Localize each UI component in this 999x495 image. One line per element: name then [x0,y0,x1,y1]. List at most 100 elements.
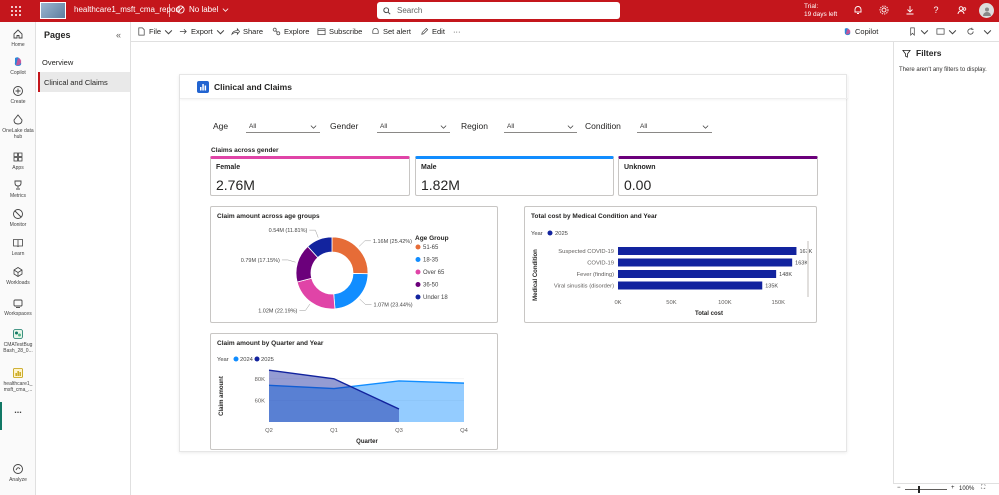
nav-monitor[interactable]: Monitor [0,208,36,228]
bar-category-label: COVID-19 [587,261,614,267]
slicer-gender-dropdown[interactable]: All [377,121,450,133]
donut-data-label: 0.79M (17.15%) [241,258,280,264]
nav-label: Create [10,99,26,105]
sensitivity-icon [176,5,185,14]
report-thumbnail [40,2,66,19]
chevron-down-icon [222,8,229,12]
zoom-slider-thumb[interactable] [918,486,920,493]
chevron-down-icon [983,30,992,35]
home-icon [13,29,23,39]
kpi-card-female[interactable]: Female 2.76M [210,156,410,196]
nav-label: OneLake data hub [2,128,34,140]
zoom-in-icon[interactable]: + [951,485,955,491]
nav-label: Apps [12,165,24,171]
slicer-label-gender: Gender [330,121,359,131]
sensitivity-label: No label [189,5,219,14]
chart-title: Claim amount by Quarter and Year [217,340,324,347]
scrollbar [807,241,809,297]
filters-empty-message: There aren't any filters to display. [899,67,987,73]
file-menu[interactable]: File [137,27,173,36]
collapse-pages-icon[interactable]: « [116,30,122,40]
y-tick-label: 60K [255,398,265,404]
nav-workspaces[interactable]: Workspaces [0,297,36,317]
bar-chart-card[interactable]: Total cost by Medical Condition and Year… [524,206,817,323]
slicer-region-dropdown[interactable]: All [504,121,577,133]
page-tab-clinical-and-claims[interactable]: Clinical and Claims [38,72,130,92]
donut-slice-18-35 [333,273,369,310]
search-placeholder: Search [397,6,423,15]
area-chart-card[interactable]: Claim amount by Quarter and Year Year 202… [210,333,498,450]
search-icon [383,6,391,15]
help-icon[interactable]: ? [929,3,943,17]
bookmark-icon [910,27,915,36]
nav-label: Copilot [10,70,26,76]
copilot-button[interactable]: Copilot [843,27,878,36]
notifications-icon[interactable] [851,3,865,17]
app-launcher-icon[interactable] [10,5,22,17]
edit-button[interactable]: Edit [420,27,445,36]
filters-pane: Filters There aren't any filters to disp… [893,42,999,483]
subscribe-button[interactable]: Subscribe [317,27,362,36]
legend-title: Year [531,231,543,237]
slicer-condition-dropdown[interactable]: All [637,121,712,133]
bar-chart: Year 2025 Suspected COVID-19 167K COVID-19 16… [531,230,813,317]
x-axis-title: Quarter [356,439,378,445]
more-icon[interactable]: ... [14,405,22,415]
set-alert-button[interactable]: Set alert [371,27,411,36]
chevron-down-icon [216,30,224,35]
view-menu[interactable] [936,27,957,36]
zoom-out-icon[interactable]: − [897,485,901,491]
filters-header[interactable]: Filters [902,48,942,58]
nav-workspace-cmatestbug[interactable]: CMATestBug Bash_28_0... [0,328,36,354]
avatar[interactable] [979,3,994,18]
download-icon[interactable] [903,3,917,17]
area-line-2024 [268,380,465,390]
donut-leader-line [358,240,371,247]
nav-copilot[interactable]: Copilot [0,56,36,76]
refresh-icon[interactable] [966,27,975,36]
subscribe-label: Subscribe [329,27,363,36]
nav-learn[interactable]: Learn [0,237,36,257]
donut-leader-line [309,229,319,238]
share-people-icon[interactable] [955,3,969,17]
nav-workloads[interactable]: Workloads [0,266,36,286]
explore-button[interactable]: Explore [272,27,309,36]
share-button[interactable]: Share [231,27,263,36]
slicer-age-dropdown[interactable]: All [246,121,320,133]
nav-metrics[interactable]: Metrics [0,179,36,199]
nav-label: Monitor [9,222,27,228]
legend-label: 36-50 [423,283,439,289]
fit-to-page-icon[interactable]: ⛶ [981,485,986,491]
donut-slice-over-65 [296,277,336,310]
search-input[interactable]: Search [377,2,620,19]
explore-label: Explore [284,27,310,36]
bookmark-menu[interactable] [908,27,929,36]
more-options-button[interactable]: ··· [453,27,461,36]
settings-gear-icon[interactable] [877,3,891,17]
nav-apps[interactable]: Apps [0,151,36,171]
kpi-card-unknown[interactable]: Unknown 0.00 [618,156,818,196]
zoom-slider[interactable] [905,489,947,490]
report-title[interactable]: healthcare1_msft_cma_report [74,5,181,14]
kpi-name: Male [421,164,437,171]
nav-analyze[interactable]: Analyze [0,463,36,483]
nav-onelake[interactable]: OneLake data hub [0,114,36,140]
bar-category-label: Suspected COVID-19 [558,249,614,255]
legend-marker [415,257,421,262]
more-menu-chevron[interactable] [983,27,992,36]
bell-icon [372,28,379,34]
zoom-level[interactable]: 100% [959,486,975,492]
sensitivity-label-button[interactable]: No label [176,5,229,14]
nav-home[interactable]: Home [0,28,36,48]
page-tab-overview[interactable]: Overview [42,57,74,67]
nav-create[interactable]: Create [0,85,36,105]
export-menu[interactable]: Export [179,27,225,36]
donut-data-label: 0.54M (11.81%) [269,228,308,234]
nav-current-report[interactable]: healthcare1_ msft_cma_... [0,367,36,393]
nav-label: CMATestBug Bash_28_0... [3,342,33,354]
kpi-card-male[interactable]: Male 1.82M [415,156,614,196]
donut-slice-under-18 [307,236,333,259]
slicer-value: All [507,123,515,130]
donut-chart-card[interactable]: Claim amount across age groups 1.16M (25… [210,206,498,323]
legend-marker [415,269,421,275]
